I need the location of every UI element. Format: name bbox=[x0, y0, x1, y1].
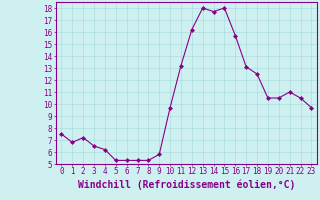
X-axis label: Windchill (Refroidissement éolien,°C): Windchill (Refroidissement éolien,°C) bbox=[78, 179, 295, 190]
